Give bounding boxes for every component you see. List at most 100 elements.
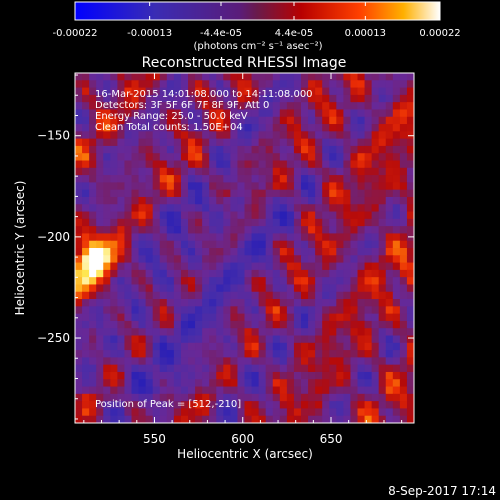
heatmap-cell	[258, 415, 267, 423]
heatmap-cell	[315, 393, 323, 402]
heatmap-cell	[216, 182, 224, 191]
heatmap-cell	[216, 313, 224, 322]
heatmap-cell	[315, 160, 323, 169]
heatmap-cell	[159, 87, 168, 96]
colorbar-tick-label: -0.00013	[127, 28, 172, 39]
heatmap-cell	[272, 291, 281, 300]
heatmap-cell	[75, 291, 83, 300]
heatmap-cell	[378, 182, 387, 191]
heatmap-cell	[251, 328, 260, 337]
heatmap-cell	[350, 80, 359, 89]
heatmap-cell	[301, 226, 309, 235]
heatmap-cell	[308, 102, 316, 111]
heatmap-cell	[265, 342, 274, 351]
heatmap-cell	[96, 233, 104, 242]
heatmap-cell	[237, 131, 246, 140]
heatmap-cell	[195, 175, 203, 183]
heatmap-cell	[152, 328, 161, 337]
heatmap-cell	[188, 379, 196, 388]
heatmap-cell	[237, 145, 246, 154]
heatmap-cell	[392, 313, 401, 322]
heatmap-cell	[308, 160, 316, 169]
heatmap-cell	[301, 248, 309, 256]
heatmap-cell	[75, 116, 83, 125]
heatmap-cell	[89, 102, 97, 111]
heatmap-cell	[371, 189, 380, 198]
heatmap-cell	[223, 94, 231, 103]
heatmap-cell	[188, 393, 196, 402]
heatmap-cell	[371, 80, 380, 89]
heatmap-cell	[216, 196, 224, 205]
heatmap-cell	[216, 167, 224, 176]
heatmap-cell	[272, 196, 281, 205]
heatmap-cell	[357, 204, 366, 213]
heatmap-cell	[329, 408, 337, 417]
heatmap-cell	[286, 291, 295, 300]
heatmap-cell	[308, 124, 316, 132]
heatmap-cell	[110, 204, 118, 213]
heatmap-cell	[336, 153, 344, 162]
heatmap-cell	[399, 364, 408, 373]
heatmap-cell	[258, 408, 267, 417]
heatmap-cell	[202, 175, 210, 183]
heatmap-cell	[188, 226, 196, 235]
heatmap-cell	[392, 357, 401, 366]
heatmap-cell	[82, 87, 90, 96]
heatmap-cell	[110, 131, 118, 140]
heatmap-cell	[357, 379, 366, 388]
heatmap-cell	[131, 371, 140, 380]
heatmap-cell	[343, 350, 352, 358]
heatmap-cell	[103, 94, 111, 103]
heatmap-cell	[230, 116, 239, 125]
heatmap-cell	[329, 386, 337, 395]
heatmap-cell	[371, 255, 380, 264]
heatmap-cell	[110, 109, 118, 118]
heatmap-cell	[272, 182, 281, 191]
heatmap-cell	[124, 196, 133, 205]
heatmap-cell	[286, 306, 295, 315]
heatmap-cell	[159, 357, 168, 366]
heatmap-cell	[89, 80, 97, 89]
heatmap-cell	[166, 364, 175, 373]
heatmap-cell	[166, 401, 175, 410]
heatmap-cell	[188, 131, 196, 140]
heatmap-cell	[138, 284, 147, 293]
heatmap-cell	[173, 124, 182, 132]
heatmap-cell	[251, 393, 260, 402]
heatmap-cell	[343, 204, 352, 213]
heatmap-cell	[244, 124, 253, 132]
heatmap-cell	[406, 189, 414, 198]
heatmap-cell	[82, 167, 90, 176]
heatmap-cell	[251, 240, 260, 249]
heatmap-cell	[279, 401, 288, 410]
heatmap-cell	[357, 145, 366, 154]
heatmap-cell	[301, 277, 309, 286]
heatmap-cell	[103, 87, 111, 96]
heatmap-cell	[145, 145, 154, 154]
heatmap-cell	[336, 284, 344, 293]
heatmap-cell	[237, 87, 246, 96]
heatmap-cell	[131, 415, 140, 423]
heatmap-cell	[173, 138, 182, 147]
heatmap-cell	[329, 357, 337, 366]
heatmap-cell	[322, 218, 330, 227]
heatmap-cell	[371, 167, 380, 176]
heatmap-cell	[244, 379, 253, 388]
heatmap-cell	[272, 116, 281, 125]
heatmap-cell	[166, 189, 175, 198]
heatmap-cell	[357, 313, 366, 322]
heatmap-cell	[152, 189, 161, 198]
heatmap-cell	[209, 408, 217, 417]
heatmap-cell	[293, 211, 302, 220]
heatmap-cell	[357, 153, 366, 162]
heatmap-cell	[159, 145, 168, 154]
heatmap-cell	[251, 262, 260, 271]
heatmap-cell	[96, 73, 104, 81]
heatmap-cell	[357, 80, 366, 89]
heatmap-cell	[378, 357, 387, 366]
heatmap-cell	[350, 124, 359, 132]
heatmap-cell	[392, 335, 401, 344]
heatmap-cell	[110, 248, 118, 256]
heatmap-cell	[336, 408, 344, 417]
heatmap-cell	[357, 160, 366, 169]
